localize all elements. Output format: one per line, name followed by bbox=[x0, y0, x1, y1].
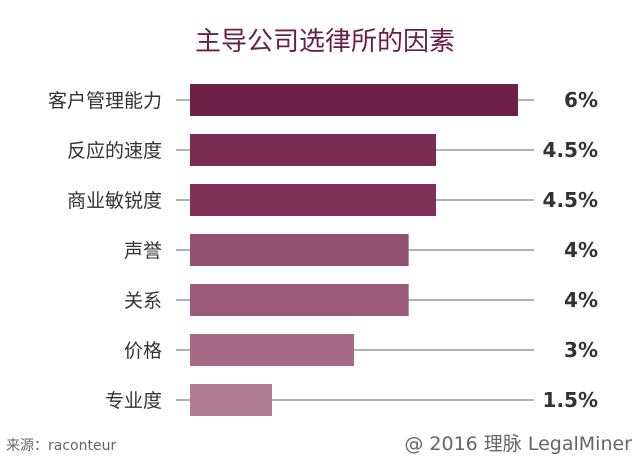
bar bbox=[190, 134, 436, 166]
value-label: 1.5% bbox=[543, 388, 598, 412]
bar bbox=[190, 184, 436, 216]
bar bbox=[190, 334, 354, 366]
value-label: 4% bbox=[564, 238, 598, 262]
bar bbox=[190, 84, 518, 116]
chart-title: 主导公司选律所的因素 bbox=[195, 27, 455, 57]
bar bbox=[190, 384, 272, 416]
bar bbox=[190, 284, 409, 316]
value-label: 3% bbox=[564, 338, 598, 362]
value-label: 4.5% bbox=[543, 138, 598, 162]
category-label: 客户管理能力 bbox=[48, 90, 162, 112]
category-label: 反应的速度 bbox=[67, 140, 162, 162]
category-label: 关系 bbox=[124, 290, 162, 312]
category-label: 声誉 bbox=[124, 240, 162, 262]
bars-layer: 客户管理能力 6% 反应的速度 4.5% 商业敏锐度 4.5% 声誉 4% 关系 4% 价格 3% 专业… bbox=[48, 84, 598, 416]
copyright-credit: @ 2016 理脉 LegalMiner bbox=[404, 433, 632, 455]
value-label: 4% bbox=[564, 288, 598, 312]
category-label: 商业敏锐度 bbox=[67, 190, 162, 212]
value-label: 4.5% bbox=[543, 188, 598, 212]
category-label: 价格 bbox=[124, 340, 162, 362]
source-note: 来源：raconteur bbox=[6, 438, 116, 454]
value-label: 6% bbox=[564, 88, 598, 112]
bar bbox=[190, 234, 409, 266]
category-label: 专业度 bbox=[105, 390, 162, 412]
